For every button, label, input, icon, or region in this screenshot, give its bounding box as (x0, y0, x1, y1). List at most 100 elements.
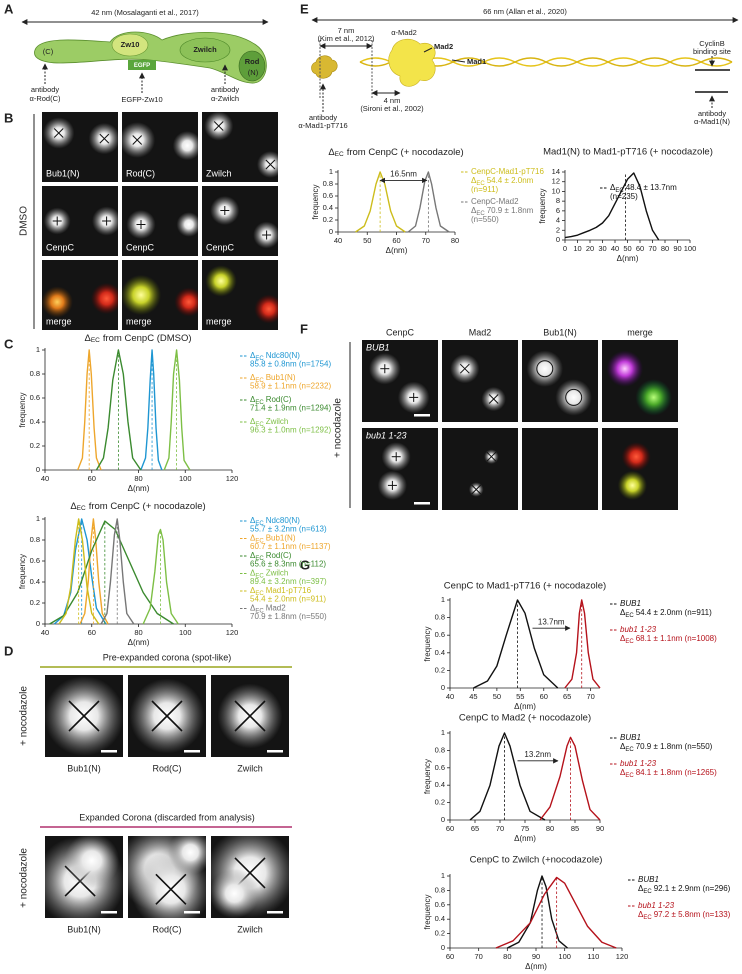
image-content (129, 678, 205, 754)
panel-label: F (300, 321, 308, 336)
image-content (210, 195, 278, 249)
micrograph (442, 428, 518, 510)
spot (88, 122, 118, 155)
x-tick-label: 50 (493, 692, 501, 701)
delta-symbol: Δ (250, 395, 256, 404)
x-tick-label: 100 (684, 244, 697, 253)
image-content (43, 206, 118, 236)
x-tick-label: 45 (469, 692, 477, 701)
legend-entry: BUB1 (620, 733, 641, 742)
micrograph (211, 675, 289, 757)
y-tick-label: 8 (556, 196, 560, 205)
delta-subscript: EC (625, 613, 634, 619)
delta-subscript: EC (255, 521, 264, 527)
scale-bar (101, 911, 117, 914)
spot (555, 379, 592, 416)
centroid-mark (536, 360, 554, 378)
delta-symbol: Δ (250, 351, 256, 360)
y-tick-label: 0 (441, 815, 445, 824)
centroid-mark (565, 388, 583, 406)
text: 70.9 ± 1.8nm (n=550) (636, 742, 713, 751)
x-tick-label: 65 (471, 824, 479, 833)
site-label: binding site (693, 47, 731, 56)
y-axis-label: frequency (18, 392, 27, 427)
centroid-mark (132, 135, 143, 145)
legend-stat: 96.3 ± 1.0nm (n=1292) (250, 426, 331, 435)
legend-stat: ΔEC 97.2 ± 5.8nm (n=133) (638, 910, 731, 920)
spot (167, 836, 206, 875)
image-background (442, 428, 518, 510)
y-tick-label: 1 (36, 345, 40, 354)
x-axis-label: Δ(nm) (514, 834, 536, 843)
legend-entry: ΔEC Mad2 (250, 604, 286, 614)
x-tick-label: 80 (546, 824, 554, 833)
x-tick-label: 80 (503, 952, 511, 961)
antibody-label: antibody (309, 113, 338, 122)
title-text: from CenpC (+ nocodazole) (347, 147, 464, 158)
delta-symbol: Δ (250, 551, 256, 560)
y-tick-label: 2 (556, 225, 560, 234)
y-tick-label: 0 (36, 465, 40, 474)
chart: CenpC to Mad1-pT716 (+ nocodazole) 0 0.2 0.… (423, 581, 717, 712)
x-tick-label: 50 (363, 236, 371, 245)
protein-label: Mad2 (434, 42, 453, 51)
y-tick-label: 0.4 (323, 203, 333, 212)
legend-stat: 58.9 ± 1.1nm (n=2232) (250, 382, 331, 391)
delta-symbol: Δ (620, 742, 626, 751)
image-content (122, 274, 198, 317)
chart: Mad1(N) to Mad1-pT716 (+ nocodazole)0246… (538, 147, 713, 264)
micrograph (122, 112, 198, 182)
micrograph (362, 428, 438, 510)
image-label: Rod(C) (152, 763, 181, 773)
legend-stat: ΔEC 92.1 ± 2.9nm (n=296) (638, 884, 731, 894)
citation: (Kim et al., 2012) (317, 34, 375, 43)
micrograph (122, 260, 198, 330)
legend-entry: ΔEC Ndc80(N) (250, 516, 300, 526)
image-background (362, 340, 438, 422)
series-line (142, 528, 179, 625)
y-tick-label: 0.6 (30, 556, 40, 565)
delta-symbol: Δ (638, 884, 644, 893)
image-label: merge (206, 316, 232, 326)
part-label: EGFP (134, 63, 150, 69)
delta-subscript: EC (77, 505, 86, 512)
centroid-mark (151, 700, 183, 732)
y-tick-label: 0.2 (323, 215, 333, 224)
image-content (468, 449, 499, 497)
micrograph (202, 112, 278, 182)
end-label: (N) (248, 68, 259, 77)
delta-symbol: Δ (471, 176, 477, 185)
construct-label: EGFP-Zw10 (121, 95, 162, 104)
image-background (522, 428, 598, 510)
y-tick-label: 0.4 (30, 417, 40, 426)
x-tick-label: 120 (616, 952, 629, 961)
x-tick-label: 80 (451, 236, 459, 245)
image-content (205, 265, 278, 324)
y-tick-label: 0.8 (435, 745, 445, 754)
y-tick-label: 0 (556, 235, 560, 244)
image-content (211, 836, 289, 918)
image-content (126, 209, 198, 240)
panel-label: C (4, 336, 14, 351)
y-axis-label: frequency (311, 184, 320, 219)
y-tick-label: 1 (441, 871, 445, 880)
image-content (45, 676, 123, 756)
delta-subscript: EC (625, 747, 634, 753)
scale-bar (184, 911, 200, 914)
legend-stat: 85.8 ± 0.8nm (n=1754) (250, 360, 331, 369)
text: 54.4 ± 2.0nm (487, 176, 534, 185)
spot (617, 470, 647, 500)
image-label: CenpC (206, 242, 235, 252)
panel-label: B (4, 110, 13, 125)
diagram-a: 42 nm (Mosalaganti et al., 2017) Zw10 Zw… (21, 8, 269, 104)
image-label: merge (46, 316, 72, 326)
series-line (564, 599, 601, 689)
delta-symbol: Δ (250, 417, 256, 426)
micrograph (522, 340, 598, 422)
spot (254, 294, 278, 324)
x-tick-label: 100 (179, 474, 192, 483)
image-label: BUB1 (366, 342, 390, 352)
x-tick-label: 60 (446, 952, 454, 961)
delta-subscript: EC (255, 556, 264, 562)
column-header: merge (627, 327, 653, 337)
